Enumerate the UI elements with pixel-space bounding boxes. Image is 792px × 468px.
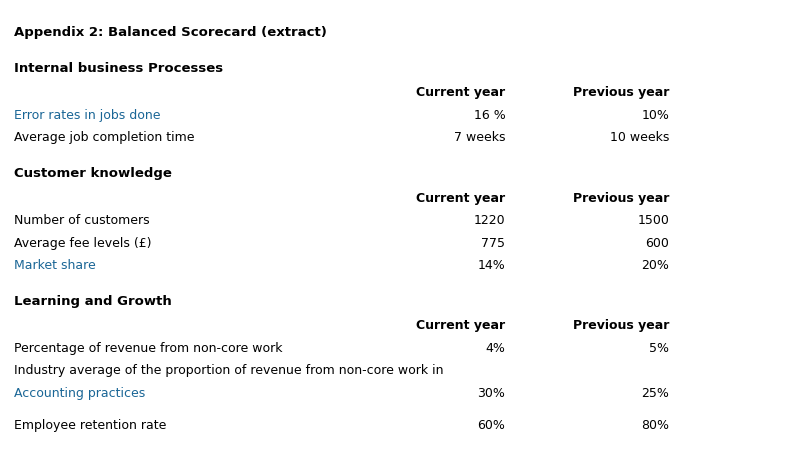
Text: 10%: 10% — [642, 109, 669, 122]
Text: 4%: 4% — [485, 342, 505, 355]
Text: Accounting practices: Accounting practices — [14, 387, 146, 400]
Text: 600: 600 — [645, 236, 669, 249]
Text: 30%: 30% — [478, 387, 505, 400]
Text: 60%: 60% — [478, 419, 505, 432]
Text: 10 weeks: 10 weeks — [610, 132, 669, 144]
Text: Market share: Market share — [14, 259, 96, 272]
Text: Current year: Current year — [416, 191, 505, 205]
Text: 775: 775 — [482, 236, 505, 249]
Text: Previous year: Previous year — [573, 191, 669, 205]
Text: 16 %: 16 % — [474, 109, 505, 122]
Text: 80%: 80% — [642, 419, 669, 432]
Text: 5%: 5% — [649, 342, 669, 355]
Text: 1220: 1220 — [474, 214, 505, 227]
Text: Appendix 2: Balanced Scorecard (extract): Appendix 2: Balanced Scorecard (extract) — [14, 26, 327, 39]
Text: Number of customers: Number of customers — [14, 214, 150, 227]
Text: Average fee levels (£): Average fee levels (£) — [14, 236, 152, 249]
Text: Learning and Growth: Learning and Growth — [14, 294, 172, 307]
Text: Previous year: Previous year — [573, 87, 669, 99]
Text: 14%: 14% — [478, 259, 505, 272]
Text: Current year: Current year — [416, 319, 505, 332]
Text: Error rates in jobs done: Error rates in jobs done — [14, 109, 161, 122]
Text: 1500: 1500 — [638, 214, 669, 227]
Text: Industry average of the proportion of revenue from non-core work in: Industry average of the proportion of re… — [14, 364, 444, 377]
Text: Percentage of revenue from non-core work: Percentage of revenue from non-core work — [14, 342, 283, 355]
Text: 25%: 25% — [642, 387, 669, 400]
Text: Internal business Processes: Internal business Processes — [14, 62, 223, 75]
Text: 20%: 20% — [642, 259, 669, 272]
Text: Current year: Current year — [416, 87, 505, 99]
Text: 7 weeks: 7 weeks — [454, 132, 505, 144]
Text: Customer knowledge: Customer knowledge — [14, 167, 172, 180]
Text: Average job completion time: Average job completion time — [14, 132, 195, 144]
Text: Employee retention rate: Employee retention rate — [14, 419, 166, 432]
Text: Previous year: Previous year — [573, 319, 669, 332]
